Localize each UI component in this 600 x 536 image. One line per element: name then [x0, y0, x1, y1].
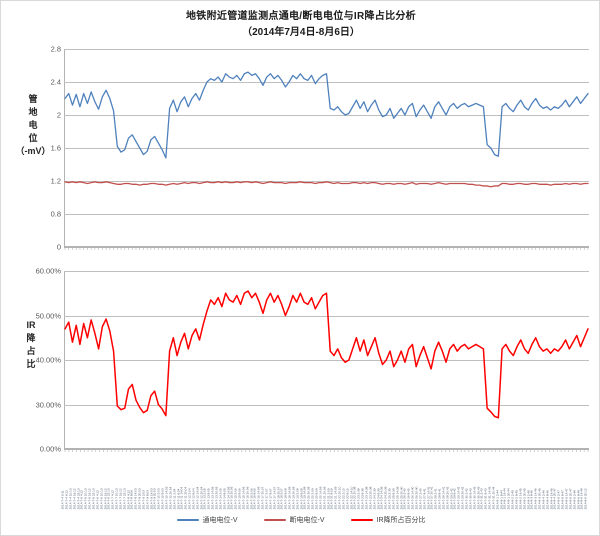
series-line	[64, 181, 589, 188]
y-axis-title-char: IR	[26, 320, 36, 330]
gridline	[64, 148, 589, 149]
y-tick-label: 2	[56, 110, 61, 120]
y-tick-label: 2.8	[50, 44, 61, 54]
y-tick-label: 1.6	[50, 143, 61, 153]
top-chart-y-axis-title: 管 地 电 位 （-mV）	[5, 93, 61, 158]
legend-item[interactable]: 通电电位-V	[176, 515, 238, 525]
y-axis-title-char: 占	[26, 346, 36, 356]
y-tick-label: 60.00%	[35, 266, 61, 276]
y-tick-label: 40.00%	[35, 355, 61, 365]
top-chart-y-tick-labels: 2.8 2.4 2 1.6 1.2 0.8 0	[3, 45, 61, 252]
y-tick-label: 2.4	[50, 77, 61, 87]
legend-item[interactable]: 断电电位-V	[263, 515, 325, 525]
legend-color-swatch	[350, 519, 373, 521]
bottom-chart-plot-area	[64, 271, 589, 452]
y-axis-title-char: 地	[28, 107, 38, 117]
y-axis-title-char: 降	[26, 333, 36, 343]
legend-label: 断电电位-V	[289, 517, 325, 524]
legend-item[interactable]: IR降所占百分比	[350, 515, 426, 525]
gridline	[64, 316, 589, 317]
series-line	[64, 290, 589, 419]
y-tick-label: 0.00%	[39, 444, 61, 454]
bottom-chart-y-axis-title: IR 降 占 比	[11, 319, 51, 371]
legend-color-swatch	[263, 519, 286, 521]
x-axis-line	[64, 448, 589, 449]
y-axis-title-char: 管	[28, 94, 38, 104]
bottom-chart-y-tick-labels: 60.00% 50.00% 40.00% 30.00% 0.00%	[3, 267, 61, 454]
legend-label: 通电电位-V	[202, 517, 238, 524]
y-tick-label: 0	[56, 242, 61, 252]
gridline	[64, 115, 589, 116]
gridline	[64, 49, 589, 50]
series-layer	[64, 71, 589, 250]
y-axis-title-char: 电	[28, 120, 38, 130]
y-tick-label: 1.2	[50, 176, 61, 186]
series-layer	[64, 290, 589, 452]
y-tick-label: 50.00%	[35, 311, 61, 320]
x-axis-line	[64, 246, 589, 247]
legend-label: IR降所占百分比	[376, 517, 426, 524]
x-tick-label: 2014-8-6 20:12	[583, 488, 588, 509]
chart-subtitle: （2014年7月4日-8月6日）	[242, 27, 360, 38]
chart-legend: 通电电位-V 断电电位-V IR降所占百分比	[1, 515, 600, 525]
chart-title-block: 地铁附近管道监测点通电/断电电位与IR降占比分析 （2014年7月4日-8月6日…	[1, 9, 600, 40]
gridline	[64, 82, 589, 83]
y-axis-title-char: 位	[28, 133, 38, 143]
y-axis-title-char: （-mV）	[15, 146, 51, 156]
y-tick-label: 0.8	[50, 209, 61, 219]
y-tick-label: 30.00%	[35, 400, 61, 409]
gridline	[64, 271, 589, 272]
chart-title: 地铁附近管道监测点通电/断电电位与IR降占比分析	[186, 11, 416, 22]
gridline	[64, 405, 589, 406]
gridline	[64, 214, 589, 215]
top-chart-plot-area	[64, 49, 589, 250]
series-line	[64, 71, 589, 159]
x-axis-tick-labels: 2014-7-4 0:11 2014-7-4 6:12 2014-7-4 10:13…	[61, 451, 589, 509]
legend-color-swatch	[176, 519, 199, 521]
y-axis-title-char: 比	[26, 359, 36, 369]
gridline	[64, 360, 589, 361]
